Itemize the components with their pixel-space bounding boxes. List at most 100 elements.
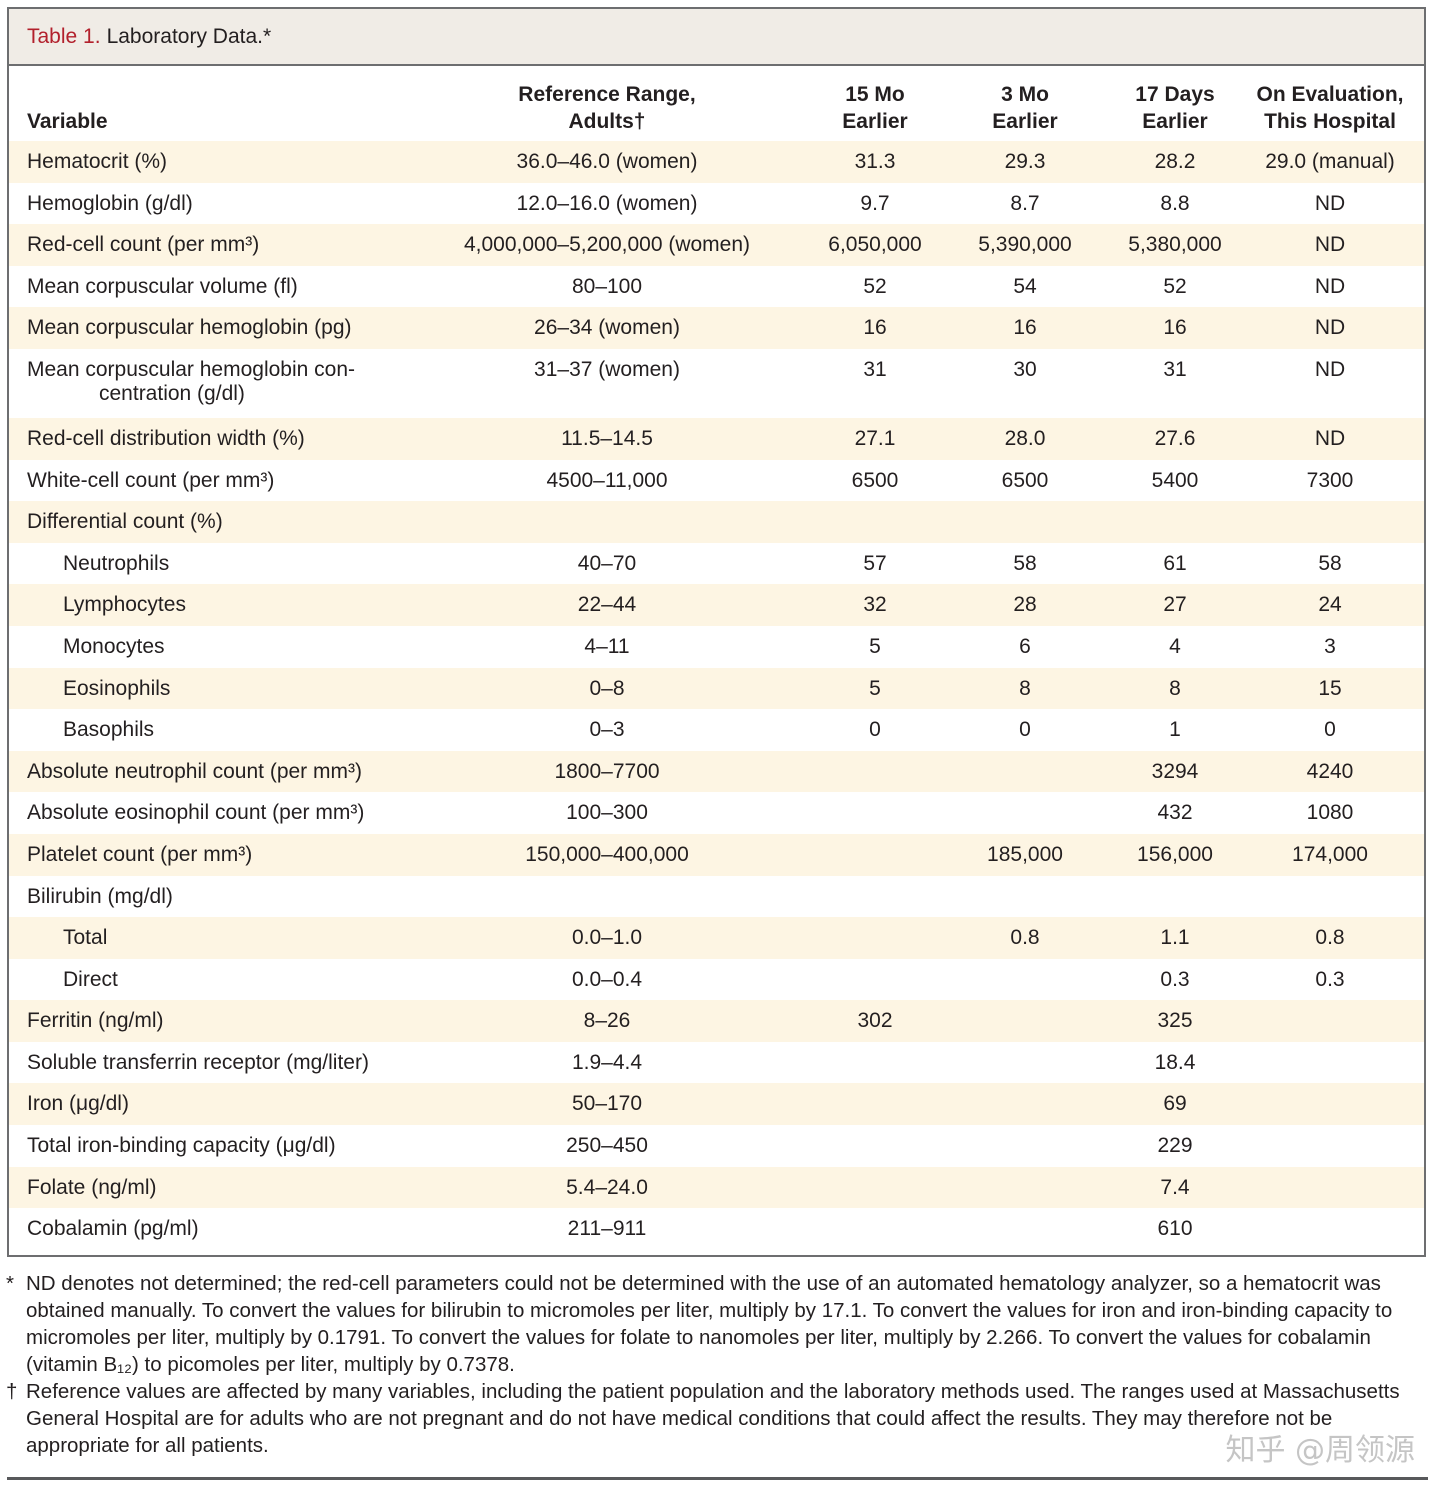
cell-d17: 156,000 [1137,842,1213,866]
variable-label: Hematocrit (%) [27,150,168,173]
cell-ref: 0–8 [589,676,625,700]
cell-variable: Lymphocytes [63,593,186,617]
footnote-mark: † [6,1380,18,1403]
cell-ref: 250–450 [566,1134,648,1158]
table-row: Lymphocytes 22–44 32 28 27 24 [9,584,1424,626]
variable-label: Direct [63,967,118,991]
header-on-evaluation: On Evaluation, This Hospital [1256,81,1403,135]
header-line: This Hospital [1264,110,1396,133]
cell-variable: Red-cell distribution width (%) [27,427,305,451]
table-row: Red-cell distribution width (%) 11.5–14.5… [9,417,1424,460]
cell-variable: Absolute eosinophil count (per mm³) [27,801,364,825]
cell-mo15: 52 [863,274,887,298]
footnote-asterisk: * ND denotes not determined; the red-cel… [6,1270,1416,1378]
cell-mo15: 31 [863,357,887,381]
cell-ref: 36.0–46.0 (women) [516,150,698,173]
table-row: Ferritin (ng/ml) 8–26 302 325 [9,1000,1424,1042]
cell-ref: 40–70 [577,551,637,575]
cell-ref: 5.4–24.0 [566,1175,648,1199]
cell-mo3: 8 [1019,676,1031,700]
table-row: Hematocrit (%) 36.0–46.0 (women) 31.3 29.3 2… [9,141,1424,183]
cell-d17: 7.4 [1160,1175,1190,1199]
variable-label: Hemoglobin (g/dl) [27,191,193,215]
cell-mo3: 28 [1013,593,1037,617]
variable-label: Differential count (%) [27,510,223,534]
table-row: White-cell count (per mm³) 4500–11,000 650… [9,460,1424,502]
lab-data-table: Table 1. Laboratory Data.* Variable Refe… [7,7,1426,1257]
cell-eval: ND [1314,233,1346,257]
cell-d17: 229 [1157,1134,1193,1158]
header-line: 15 Mo [845,83,905,106]
cell-d17: 0.3 [1160,967,1190,991]
header-line: On Evaluation, [1256,83,1404,106]
header-reference-range: Reference Range, Adults† [518,81,695,135]
table-header: Variable Reference Range, Adults† 15 Mo Ea… [9,66,1424,141]
header-line: Adults† [568,110,646,133]
variable-label: Mean corpuscular hemoglobin con- [27,357,356,381]
cell-d17: 8.8 [1160,191,1190,215]
cell-variable: Bilirubin (mg/dl) [27,885,173,909]
cell-ref: 50–170 [571,1092,643,1116]
cell-ref: 80–100 [571,274,643,298]
variable-label: Lymphocytes [63,593,186,617]
variable-label: Absolute eosinophil count (per mm³) [27,801,365,825]
variable-label: Soluble transferrin receptor (mg/liter) [27,1050,369,1074]
variable-label: Mean corpuscular hemoglobin (pg) [27,316,352,340]
cell-d17: 18.4 [1154,1050,1196,1074]
table-name: Laboratory Data.* [106,24,272,48]
footnote-text: ND denotes not determined; the red-cell … [26,1272,1393,1376]
table-row: Direct 0.0–0.4 0.3 0.3 [9,959,1424,1001]
table-row: Absolute eosinophil count (per mm³) 100–3… [9,792,1424,834]
header-line: Earlier [842,110,908,133]
cell-d17: 325 [1157,1009,1193,1033]
cell-variable: Absolute neutrophil count (per mm³) [27,760,362,784]
cell-ref: 1.9–4.4 [571,1050,643,1074]
variable-label: Absolute neutrophil count (per mm³) [27,759,362,783]
cell-variable: Total [63,926,107,950]
header-line: Earlier [992,110,1058,133]
header-17-days: 17 Days Earlier [1135,81,1214,135]
cell-eval: 0 [1324,718,1336,742]
cell-ref: 4,000,000–5,200,000 (women) [463,233,751,257]
cell-d17: 5,380,000 [1128,233,1222,257]
cell-variable: Hemoglobin (g/dl) [27,192,193,216]
cell-mo3: 6500 [1001,468,1049,492]
variable-label: Red-cell distribution width (%) [27,426,305,450]
cell-variable: Soluble transferrin receptor (mg/liter) [27,1051,369,1075]
cell-eval: ND [1314,426,1346,450]
cell-d17: 8 [1169,676,1181,700]
variable-label: Basophils [63,718,155,742]
cell-variable: Hematocrit (%) [27,150,167,174]
cell-d17: 27.6 [1154,426,1196,450]
cell-ref: 211–911 [567,1217,647,1241]
variable-label: Bilirubin (mg/dl) [27,884,173,908]
cell-d17: 61 [1163,551,1187,575]
cell-mo3: 29.3 [1004,150,1046,173]
cell-d17: 4 [1169,634,1181,658]
table-body: Hematocrit (%) 36.0–46.0 (women) 31.3 29.3 2… [9,141,1424,1250]
cell-mo3: 30 [1013,357,1037,381]
table-row: Iron (μg/dl) 50–170 69 [9,1083,1424,1126]
cell-eval: 0.8 [1315,926,1345,950]
table-row: Cobalamin (pg/ml) 211–911 610 [9,1208,1424,1250]
footnotes: * ND denotes not determined; the red-cel… [6,1270,1416,1459]
table-row: Red-cell count (per mm³) 4,000,000–5,200,… [9,224,1424,266]
cell-eval: 24 [1318,593,1342,617]
cell-d17: 1 [1169,718,1181,742]
cell-mo3: 185,000 [987,842,1063,866]
cell-variable: Basophils [63,718,154,742]
header-variable: Variable [27,110,108,133]
cell-eval: 4240 [1306,759,1354,783]
cell-mo3: 16 [1013,316,1037,340]
header-3-mo: 3 Mo Earlier [992,81,1057,135]
variable-label: White-cell count (per mm³) [27,468,275,492]
cell-ref: 31–37 (women) [534,357,680,381]
table-row: Eosinophils 0–8 5 8 8 15 [9,667,1424,710]
table-row: Neutrophils 40–70 57 58 61 58 [9,543,1424,585]
variable-label: Folate (ng/ml) [27,1175,157,1199]
cell-variable: White-cell count (per mm³) [27,469,274,493]
variable-label: Red-cell count (per mm³) [27,233,260,257]
table-row: Total iron-binding capacity (μg/dl) 250–4… [9,1125,1424,1167]
cell-variable: Neutrophils [63,552,169,576]
cell-mo3: 58 [1013,551,1037,575]
